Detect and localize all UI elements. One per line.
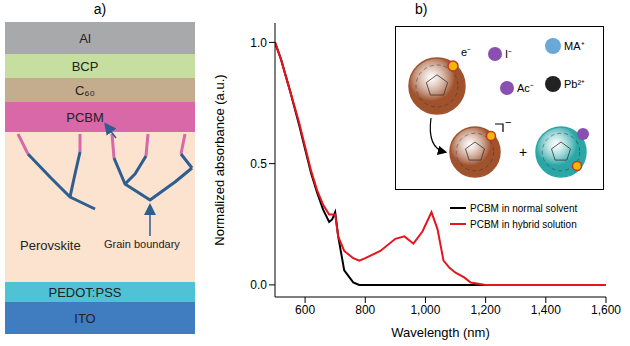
svg-text:BCP: BCP <box>72 59 99 74</box>
svg-text:1,400: 1,400 <box>531 303 561 317</box>
svg-text:I⁻: I⁻ <box>505 48 512 60</box>
svg-text:PCBM: PCBM <box>66 110 104 125</box>
svg-text:Normalized absorbance (a.u.): Normalized absorbance (a.u.) <box>212 74 227 245</box>
svg-text:Al: Al <box>79 31 91 46</box>
html-text:PCBM in hybrid solution: PCBM in hybrid solution <box>470 218 577 230</box>
svg-text:800: 800 <box>355 303 375 317</box>
html-text:b): b) <box>415 1 428 17</box>
svg-text:Wavelength (nm): Wavelength (nm) <box>391 325 490 340</box>
svg-text:0.0: 0.0 <box>250 278 267 292</box>
svg-text:C₆₀: C₆₀ <box>75 83 95 98</box>
svg-text:0.5: 0.5 <box>250 157 267 171</box>
svg-text:Perovskite: Perovskite <box>20 238 81 253</box>
svg-text:−: − <box>505 116 511 128</box>
svg-text:1,000: 1,000 <box>410 303 440 317</box>
svg-text:e⁻: e⁻ <box>461 46 471 58</box>
svg-text:1.0: 1.0 <box>250 36 267 50</box>
svg-text:Grain boundary: Grain boundary <box>104 238 180 250</box>
svg-text:MA⁺: MA⁺ <box>564 40 585 52</box>
svg-text:Ac⁻: Ac⁻ <box>517 82 534 94</box>
svg-text:600: 600 <box>295 303 315 317</box>
svg-text:ITO: ITO <box>74 311 95 326</box>
html-text:PCBM in normal solvent: PCBM in normal solvent <box>470 202 578 214</box>
svg-text:+: + <box>519 144 527 160</box>
svg-text:Pb²⁺: Pb²⁺ <box>564 78 585 90</box>
svg-text:1,600: 1,600 <box>591 303 621 317</box>
svg-text:PEDOT:PSS: PEDOT:PSS <box>49 285 122 300</box>
svg-text:a): a) <box>94 1 106 17</box>
svg-text:1,200: 1,200 <box>471 303 501 317</box>
